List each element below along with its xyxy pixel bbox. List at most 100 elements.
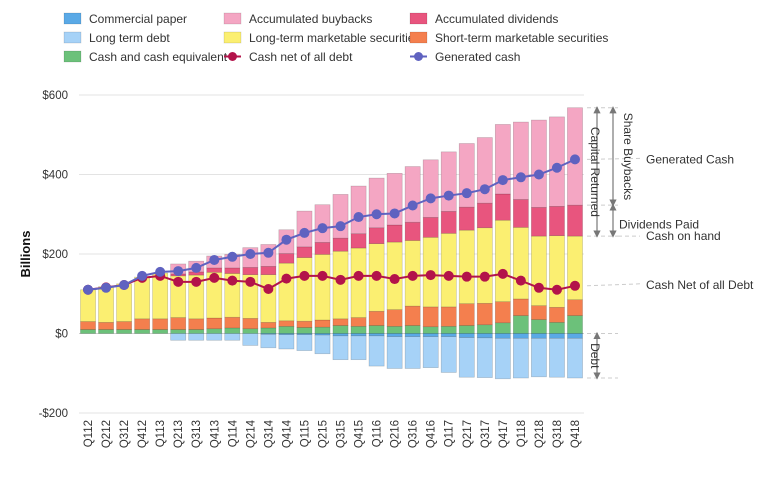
- bar-long-term-marketable-securities: [296, 257, 313, 322]
- bar-accumulated-buybacks: [549, 116, 565, 207]
- bar-short-term-marketable-securities: [188, 318, 205, 330]
- bar-long-term-debt: [278, 334, 295, 350]
- bar-accumulated-dividends: [494, 193, 511, 221]
- point-generated-cash: [281, 234, 292, 245]
- bar-commercial-paper: [458, 333, 475, 338]
- x-tick-label: Q312: [119, 420, 131, 448]
- bar-short-term-marketable-securities: [242, 318, 259, 330]
- y-tick-label: $0: [55, 329, 68, 341]
- point-cash-net-of-all-debt: [353, 270, 364, 281]
- bar-long-term-debt: [260, 333, 277, 349]
- cash-net-leader: [586, 283, 641, 287]
- point-cash-net-of-all-debt: [263, 283, 274, 294]
- bar-long-term-debt: [440, 336, 457, 373]
- legend-swatch-accumulated-buybacks: [223, 12, 242, 25]
- bar-long-term-marketable-securities: [350, 247, 367, 318]
- bar-cash-and-cash-equivalent: [386, 326, 403, 334]
- legend-label-long-term-debt: Long term debt: [89, 31, 170, 45]
- bar-short-term-marketable-securities: [512, 298, 529, 316]
- point-cash-net-of-all-debt: [551, 284, 562, 295]
- bar-short-term-marketable-securities: [170, 317, 187, 330]
- bar-long-term-debt: [296, 334, 313, 351]
- point-cash-net-of-all-debt: [425, 270, 436, 281]
- bar-cash-and-cash-equivalent: [278, 326, 295, 334]
- x-tick-label: Q316: [408, 420, 420, 448]
- bar-short-term-marketable-securities: [152, 318, 169, 330]
- point-generated-cash: [227, 251, 238, 262]
- bar-cash-and-cash-equivalent: [440, 326, 457, 334]
- bar-accumulated-buybacks: [350, 185, 367, 235]
- bar-cash-and-cash-equivalent: [512, 315, 529, 334]
- bar-commercial-paper: [440, 333, 457, 337]
- bar-commercial-paper: [368, 333, 385, 337]
- bar-commercial-paper: [476, 333, 493, 339]
- bar-accumulated-dividends: [242, 267, 259, 275]
- legend-swatch-long-term-marketable-securities: [223, 31, 242, 44]
- bar-long-term-debt: [170, 333, 187, 341]
- point-generated-cash: [515, 172, 526, 183]
- bar-accumulated-dividends: [314, 242, 331, 255]
- point-cash-net-of-all-debt: [227, 275, 238, 286]
- bar-short-term-marketable-securities: [476, 302, 493, 326]
- point-cash-net-of-all-debt: [569, 280, 580, 291]
- legend-swatch-short-term-marketable-securities: [409, 31, 428, 44]
- bar-short-term-marketable-securities: [116, 321, 132, 330]
- bars: [80, 107, 583, 380]
- bar-cash-and-cash-equivalent: [494, 322, 511, 334]
- annotations: Share Buybacks Capital Returned Debt Genera…: [586, 106, 754, 380]
- point-generated-cash: [101, 282, 112, 293]
- legend-swatch-long-term-debt: [63, 31, 82, 44]
- bar-commercial-paper: [531, 333, 547, 339]
- point-cash-net-of-all-debt: [461, 271, 472, 282]
- bar-short-term-marketable-securities: [386, 309, 403, 327]
- y-tick-label: $200: [42, 249, 68, 261]
- legend-label-long-term-marketable-securities: Long-term marketable securities: [249, 31, 420, 45]
- point-generated-cash: [389, 208, 400, 219]
- bar-accumulated-dividends: [368, 227, 385, 244]
- point-generated-cash: [479, 184, 490, 195]
- y-axis-title: Billions: [18, 231, 33, 278]
- point-cash-net-of-all-debt: [443, 270, 454, 281]
- point-cash-net-of-all-debt: [245, 276, 256, 287]
- bar-accumulated-dividends: [549, 206, 565, 237]
- point-generated-cash: [443, 190, 454, 201]
- point-cash-net-of-all-debt: [389, 274, 400, 285]
- bar-cash-and-cash-equivalent: [224, 327, 241, 334]
- point-cash-net-of-all-debt: [479, 271, 490, 282]
- bar-short-term-marketable-securities: [494, 301, 511, 324]
- annotation-debt: Debt: [588, 343, 602, 369]
- bar-commercial-paper: [422, 333, 439, 337]
- bar-commercial-paper: [386, 333, 403, 337]
- bar-long-term-debt: [567, 337, 583, 379]
- bar-accumulated-buybacks: [512, 121, 529, 200]
- x-tick-label: Q417: [498, 420, 510, 448]
- bar-cash-and-cash-equivalent: [134, 329, 151, 334]
- bar-cash-and-cash-equivalent: [170, 329, 187, 334]
- x-tick-label: Q315: [336, 420, 348, 448]
- legend-swatch-cash-and-cash-equivalent: [63, 50, 82, 63]
- y-tick-label: $600: [42, 90, 68, 102]
- bar-accumulated-dividends: [531, 207, 547, 237]
- point-generated-cash: [335, 221, 346, 232]
- bar-short-term-marketable-securities: [350, 317, 367, 327]
- point-generated-cash: [371, 209, 382, 220]
- bar-long-term-debt: [332, 335, 349, 361]
- bar-long-term-marketable-securities: [260, 274, 277, 323]
- point-generated-cash: [533, 169, 544, 180]
- point-cash-net-of-all-debt: [281, 273, 292, 284]
- bar-commercial-paper: [494, 333, 511, 339]
- bar-accumulated-buybacks: [440, 151, 457, 212]
- point-generated-cash: [263, 247, 274, 258]
- bar-cash-and-cash-equivalent: [422, 326, 439, 334]
- x-tick-label: Q412: [137, 420, 149, 448]
- point-generated-cash: [155, 266, 166, 277]
- bar-short-term-marketable-securities: [296, 320, 313, 328]
- point-generated-cash: [497, 175, 508, 186]
- bar-accumulated-dividends: [350, 233, 367, 249]
- bar-long-term-debt: [368, 335, 385, 367]
- bar-short-term-marketable-securities: [314, 319, 331, 328]
- point-cash-net-of-all-debt: [515, 275, 526, 286]
- bar-long-term-marketable-securities: [458, 229, 475, 304]
- bar-cash-and-cash-equivalent: [242, 328, 259, 334]
